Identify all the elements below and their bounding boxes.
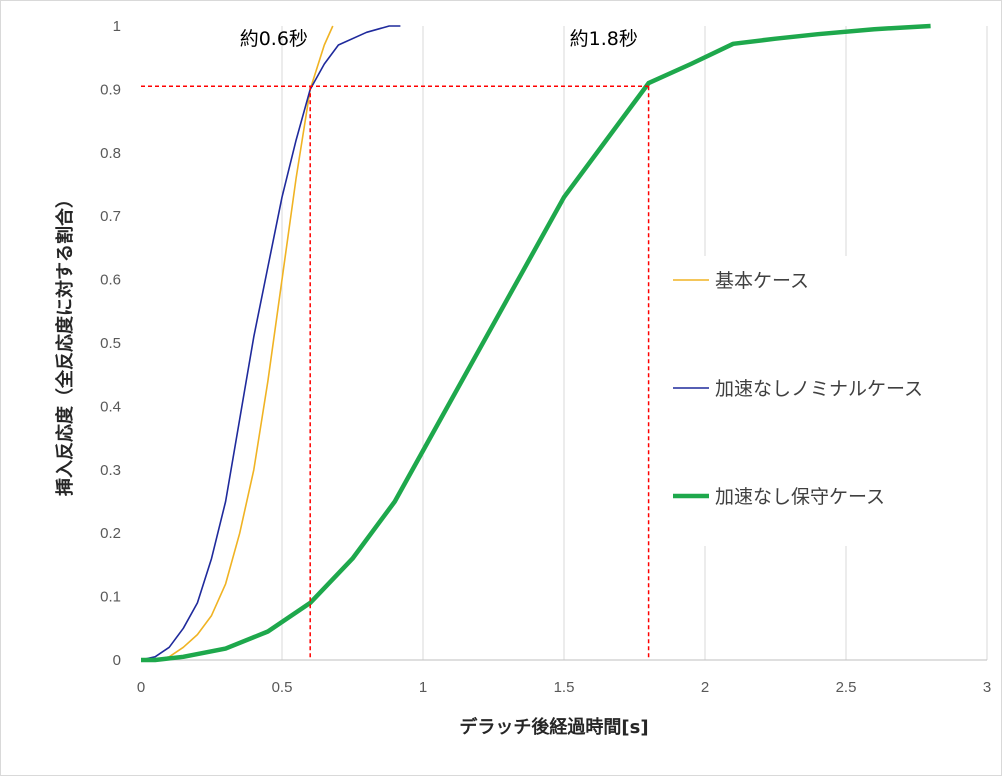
x-tick-label: 2.5	[836, 679, 857, 696]
x-tick-label: 2	[701, 679, 709, 696]
series-line-3	[141, 23, 931, 663]
series-line-2	[141, 25, 401, 661]
y-tick-label: 0.8	[100, 145, 121, 162]
y-tick-label: 1	[113, 18, 121, 35]
annotation-label: 約1.8秒	[570, 28, 638, 50]
x-tick-label: 1	[419, 679, 427, 696]
series-line-1	[141, 25, 334, 661]
y-axis-title: 挿入反応度（全反応度に対する割合）	[54, 190, 76, 496]
y-tick-label: 0.9	[100, 81, 121, 98]
y-tick-label: 0.7	[100, 208, 121, 225]
legend-label: 基本ケース	[715, 270, 809, 292]
legend-background	[661, 256, 971, 546]
y-tick-label: 0	[113, 652, 121, 669]
legend-label: 加速なし保守ケース	[715, 486, 885, 508]
y-tick-label: 0.4	[100, 398, 121, 415]
x-tick-label: 0.5	[272, 679, 293, 696]
x-tick-label: 1.5	[554, 679, 575, 696]
y-tick-label: 0.3	[100, 462, 121, 479]
y-tick-label: 0.1	[100, 589, 121, 606]
x-tick-label: 0	[137, 679, 145, 696]
legend-label: 加速なしノミナルケース	[715, 378, 923, 400]
x-tick-label: 3	[983, 679, 991, 696]
annotation-label: 約0.6秒	[240, 28, 308, 50]
x-axis-title: デラッチ後経過時間[s]	[459, 716, 648, 738]
y-tick-label: 0.6	[100, 272, 121, 289]
y-tick-label: 0.5	[100, 335, 121, 352]
y-tick-label: 0.2	[100, 525, 121, 542]
